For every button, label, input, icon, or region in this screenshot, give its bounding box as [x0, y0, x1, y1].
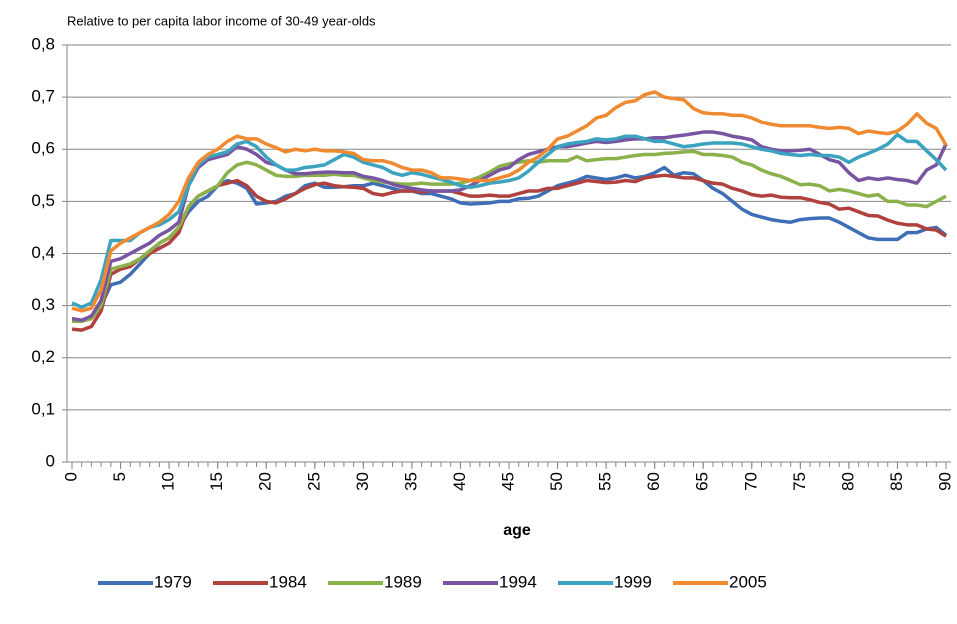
- x-tick-label: 60: [644, 472, 663, 491]
- legend-label: 1994: [499, 572, 537, 591]
- x-tick-label: 0: [61, 472, 80, 481]
- x-tick-label: 70: [741, 472, 760, 491]
- x-tick-label: 35: [401, 472, 420, 491]
- y-tick-label: 0: [46, 451, 55, 470]
- y-tick-label: 0,4: [31, 243, 55, 262]
- y-tick-label: 0,7: [31, 87, 55, 106]
- legend-label: 2005: [729, 572, 767, 591]
- x-tick-label: 65: [693, 472, 712, 491]
- y-tick-label: 0,6: [31, 139, 55, 158]
- chart-subtitle: Relative to per capita labor income of 3…: [67, 13, 376, 28]
- x-tick-label: 10: [159, 472, 178, 491]
- x-tick-label: 25: [304, 472, 323, 491]
- legend-label: 1979: [154, 572, 192, 591]
- x-tick-label: 90: [935, 472, 954, 491]
- series-line: [72, 165, 948, 324]
- y-tick-label: 0,2: [31, 347, 55, 366]
- y-tick-label: 0,3: [31, 295, 55, 314]
- y-tick-label: 0,1: [31, 399, 55, 418]
- x-axis-label: age: [503, 522, 531, 539]
- x-tick-label: 75: [790, 472, 809, 491]
- series-line: [71, 132, 948, 309]
- series-line: [72, 149, 947, 324]
- series-line: [71, 130, 948, 322]
- x-tick-label: 30: [353, 472, 372, 491]
- legend-label: 1989: [384, 572, 422, 591]
- series-line: [71, 90, 948, 313]
- x-tick-label: 15: [207, 472, 226, 491]
- x-tick-label: 55: [596, 472, 615, 491]
- x-tick-label: 85: [887, 472, 906, 491]
- x-tick-label: 5: [110, 472, 129, 481]
- x-tick-label: 50: [547, 472, 566, 491]
- x-tick-label: 45: [498, 472, 517, 491]
- x-tick-label: 40: [450, 472, 469, 491]
- x-tick-label: 20: [256, 472, 275, 491]
- legend-label: 1984: [269, 572, 307, 591]
- legend-label: 1999: [614, 572, 652, 591]
- x-tick-label: 80: [838, 472, 857, 491]
- y-tick-label: 0,8: [31, 34, 55, 53]
- y-tick-label: 0,5: [31, 191, 55, 210]
